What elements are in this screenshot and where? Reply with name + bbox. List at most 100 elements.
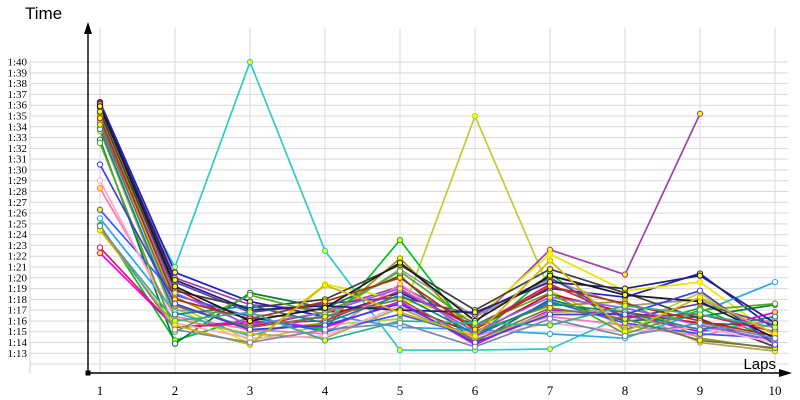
data-point-gold [471, 332, 479, 340]
data-point-black [396, 259, 404, 266]
y-tick-label: 1:17 [7, 305, 27, 317]
data-point-royalblue [696, 287, 704, 294]
series-line-olive [99, 113, 776, 350]
origin-marker [85, 370, 91, 376]
y-tick-label: 1:15 [7, 326, 27, 338]
data-point-darkblue [171, 276, 179, 284]
y-tick-label: 1:22 [7, 251, 27, 263]
data-point-seagreen [246, 309, 254, 316]
series-line-darkteal [99, 128, 776, 335]
data-point-slate [96, 222, 104, 230]
data-point-slate [321, 326, 329, 333]
data-point-royalblue [96, 161, 104, 168]
data-point-yellow [546, 250, 554, 258]
y-tick-label: 1:38 [7, 78, 27, 90]
data-point-teal [546, 345, 554, 353]
series-line-mediumgreen [99, 142, 776, 335]
x-tick-label: 8 [622, 383, 629, 398]
data-point-violet [396, 285, 404, 292]
data-point-black [621, 291, 629, 299]
x-axis-arrow-icon [779, 369, 792, 377]
data-point-brickred [321, 298, 329, 305]
data-point-mediumgreen [246, 291, 254, 299]
data-point-brickred [471, 326, 479, 333]
data-point-brickred [396, 274, 404, 281]
data-point-gold [321, 282, 329, 289]
y-tick-label: 1:40 [7, 57, 27, 69]
y-tick-label: 1:14 [7, 337, 27, 349]
x-tick-label: 3 [247, 383, 254, 398]
y-tick-label: 1:23 [7, 240, 27, 252]
data-point-violet [171, 289, 179, 297]
data-point-royalblue [771, 341, 779, 348]
data-point-magenta [96, 249, 104, 257]
y-tick-label: 1:37 [7, 89, 27, 101]
y-tick-label: 1:32 [7, 143, 27, 155]
data-point-seagreen [471, 319, 479, 327]
y-tick-label: 1:39 [7, 67, 27, 79]
series-line-black [99, 105, 776, 339]
y-tick-label: 1:25 [7, 218, 27, 230]
data-point-darkgray [96, 108, 104, 115]
y-axis-arrow-icon [84, 22, 92, 34]
y-tick-label: 1:26 [7, 208, 27, 220]
series-line-crimson [99, 247, 776, 333]
data-point-skyblue [546, 330, 554, 338]
data-point-black [546, 272, 554, 279]
data-point-seagreen [321, 337, 329, 344]
data-point-darkblue [621, 285, 629, 292]
y-tick-label: 1:18 [7, 294, 27, 306]
data-point-seagreen [546, 322, 554, 329]
data-point-darkteal [771, 313, 779, 320]
data-point-teal [171, 263, 179, 271]
series-line-slate [99, 225, 776, 348]
data-point-brickred [546, 283, 554, 290]
data-point-mediumgreen [96, 139, 104, 147]
data-point-slate [546, 315, 554, 322]
series-line-brickred [99, 117, 776, 337]
axes [29, 22, 792, 377]
data-point-brickred [96, 114, 104, 122]
data-point-blue [96, 206, 104, 213]
y-axis-title: Time [25, 4, 62, 23]
data-point-skyblue [771, 278, 779, 286]
y-tick-label: 1:21 [7, 262, 27, 274]
data-point-seagreen [696, 311, 704, 318]
y-tick-label: 1:27 [7, 197, 27, 209]
data-point-purple [621, 271, 629, 278]
data-point-gold [396, 309, 404, 316]
data-point-slate [396, 319, 404, 327]
y-tick-label: 1:33 [7, 132, 27, 144]
series-line-darkgray [99, 111, 776, 348]
x-axis-title: Laps [743, 356, 776, 373]
y-tick-label: 1:16 [7, 315, 27, 327]
y-tick-label: 1:31 [7, 154, 27, 166]
data-point-slate [471, 343, 479, 350]
data-point-darkteal [171, 311, 179, 318]
data-point-darkgray [546, 266, 554, 273]
data-point-seagreen [621, 302, 629, 309]
data-point-yellow [696, 278, 704, 286]
data-point-pink [96, 185, 104, 192]
y-tick-label: 1:36 [7, 100, 27, 112]
y-tick-label: 1:19 [7, 283, 27, 295]
data-point-slate [171, 326, 179, 333]
data-point-teal [246, 58, 254, 66]
data-point-lightpink [96, 177, 104, 184]
data-point-gold [696, 294, 704, 301]
y-tick-label: 1:13 [7, 348, 27, 360]
series-line-darkblue [99, 103, 776, 324]
series-line-gold [99, 229, 776, 346]
data-point-yellowgreen [471, 112, 479, 120]
series-line-blue [99, 209, 776, 340]
data-point-slate [246, 339, 254, 346]
y-tick-label: 1:34 [7, 121, 27, 133]
y-tick-label: 1:24 [7, 229, 27, 241]
y-tick-label: 1:28 [7, 186, 27, 198]
data-point-crimson [96, 244, 104, 251]
y-tick-label: 1:29 [7, 175, 27, 187]
y-tick-label: 1:35 [7, 110, 27, 122]
data-point-mediumgreen [396, 268, 404, 275]
